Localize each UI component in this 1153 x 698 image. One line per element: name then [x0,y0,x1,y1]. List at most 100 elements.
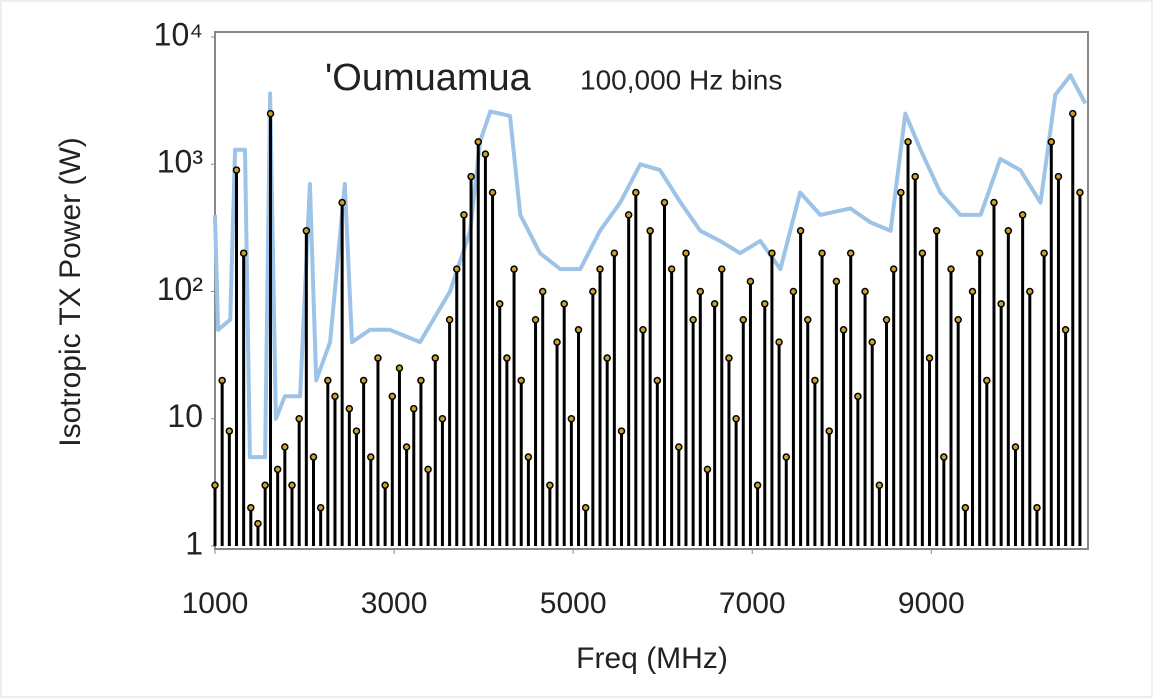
point [295,415,303,423]
point [589,287,597,296]
annotation: 'Oumuamua [325,57,532,99]
point [510,265,518,273]
point [768,249,776,257]
point [596,265,604,273]
point [481,150,490,158]
point [753,481,762,490]
point [1004,227,1013,235]
point [211,481,219,490]
point [990,198,998,207]
point [431,354,440,362]
point [603,354,611,362]
point [316,503,325,512]
point [997,300,1005,308]
point [239,249,248,257]
point [954,315,962,324]
point [288,481,296,490]
point [660,198,669,207]
point [1018,211,1027,219]
y-tick-label: 10⁴ [154,16,203,52]
point [560,300,568,308]
point [309,453,318,461]
point [1069,109,1077,118]
point [338,198,346,207]
point [811,376,819,385]
point [925,354,934,362]
point [868,338,876,346]
point [983,376,991,385]
point [1040,249,1048,257]
point [517,376,525,385]
point [739,315,748,324]
x-tick-label: 1000 [182,587,249,620]
point [359,376,368,385]
point [1054,172,1063,181]
point [968,287,977,296]
point [417,376,425,385]
y-tick-label: 1 [185,525,203,561]
point [624,211,633,219]
point [388,392,397,401]
point [531,315,540,324]
x-tick-label: 3000 [361,587,428,620]
point [495,300,504,308]
point [667,265,676,273]
point [854,392,862,401]
envelope-line [213,73,1088,460]
point [646,227,654,235]
point [918,249,927,257]
point [653,376,662,385]
point [975,249,984,257]
x-tick-label: 9000 [898,587,965,620]
point [302,227,311,235]
point [467,172,475,181]
point [947,265,955,273]
point [218,376,226,385]
point [846,249,855,257]
point [345,404,354,413]
y-axis-label: Isotropic TX Power (W) [54,137,87,447]
point [367,453,375,461]
point [273,465,282,474]
point [402,443,411,451]
point [761,300,769,308]
point [1061,326,1070,334]
x-tick-label: 7000 [719,587,786,620]
point [1033,503,1041,512]
point [352,427,361,435]
point [632,188,640,197]
point [718,265,726,273]
point [696,287,705,296]
point [782,453,791,461]
x-axis-label: Freq (MHz) [576,642,728,675]
point [889,265,898,273]
point [574,326,583,334]
point [839,326,848,334]
point [553,338,561,346]
point [581,503,590,512]
point [610,249,619,257]
y-tick-label: 10² [157,271,204,307]
point [803,315,812,324]
point [438,415,447,423]
point [538,287,547,296]
point [732,415,740,423]
point [725,354,733,362]
annotation: 100,000 Hz bins [580,64,782,95]
point [281,443,289,451]
point [261,481,269,490]
point [1076,188,1084,197]
point [639,326,647,334]
point [524,453,533,461]
point [875,481,884,490]
point [453,265,461,273]
point [331,392,339,401]
point [818,249,826,257]
point [232,166,241,174]
point [1011,443,1020,451]
point [546,481,554,490]
plot-area [214,31,1089,550]
point [324,376,332,385]
